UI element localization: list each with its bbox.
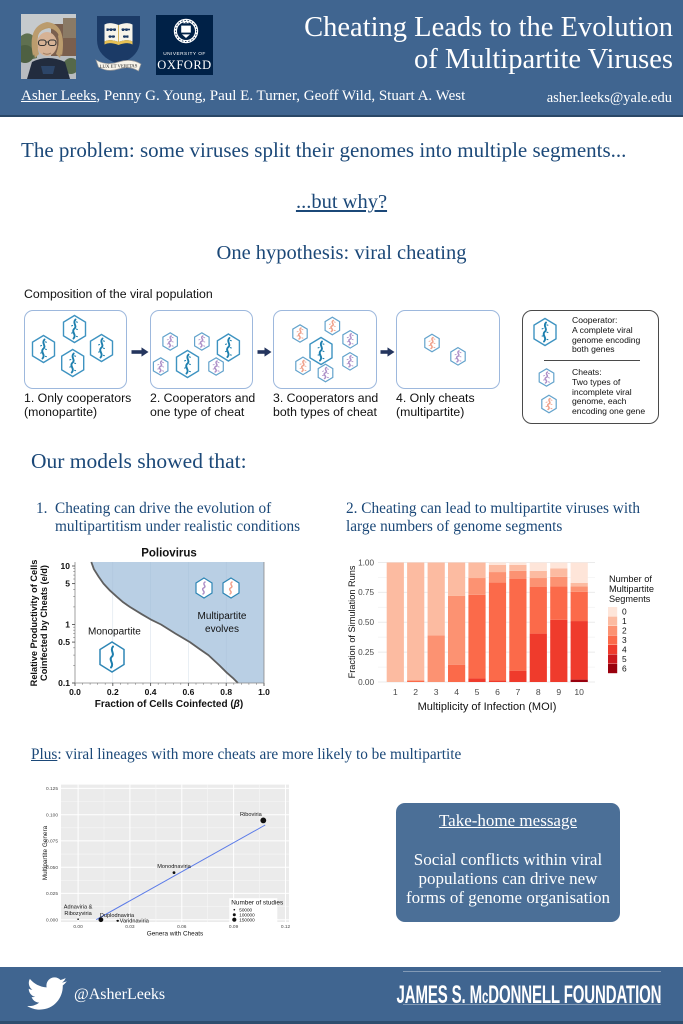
- svg-text:1.0: 1.0: [258, 687, 270, 697]
- svg-text:Number of studies: Number of studies: [231, 900, 283, 907]
- svg-text:5: 5: [475, 687, 480, 697]
- svg-text:LUX ET VERITAS: LUX ET VERITAS: [100, 64, 138, 70]
- svg-text:1: 1: [65, 620, 70, 630]
- svg-text:Monopartite: Monopartite: [88, 627, 141, 638]
- svg-text:0.125: 0.125: [46, 786, 58, 792]
- svg-text:0.75: 0.75: [358, 588, 374, 597]
- svg-text:0.4: 0.4: [145, 687, 157, 697]
- svg-text:0.03: 0.03: [125, 924, 135, 930]
- svg-text:0.50: 0.50: [358, 618, 374, 627]
- svg-text:50000: 50000: [239, 908, 252, 913]
- svg-text:evolves: evolves: [205, 624, 239, 635]
- svg-text:0.1: 0.1: [58, 678, 70, 688]
- svg-text:3: 3: [434, 687, 439, 697]
- svg-text:0.100: 0.100: [46, 813, 58, 819]
- svg-text:0.0: 0.0: [69, 687, 81, 697]
- svg-text:6: 6: [495, 687, 500, 697]
- svg-text:Segments: Segments: [609, 594, 651, 604]
- svg-text:6: 6: [622, 664, 627, 674]
- svg-text:Fraction of Simulation Runs: Fraction of Simulation Runs: [347, 565, 357, 678]
- svg-text:150000: 150000: [239, 918, 255, 923]
- svg-text:1.00: 1.00: [358, 558, 374, 567]
- svg-text:0.2: 0.2: [107, 687, 119, 697]
- svg-text:0.06: 0.06: [177, 924, 187, 930]
- svg-text:0.000: 0.000: [46, 918, 58, 924]
- svg-text:Monodnaviria: Monodnaviria: [157, 864, 191, 870]
- svg-text:Duplodnaviria: Duplodnaviria: [100, 913, 135, 919]
- svg-text:Genera with Cheats: Genera with Cheats: [147, 931, 203, 938]
- svg-text:Ribozyviria: Ribozyviria: [64, 911, 92, 917]
- svg-text:5: 5: [65, 579, 70, 589]
- svg-text:Coinfected by Cheats (e/d): Coinfected by Cheats (e/d): [39, 565, 49, 681]
- svg-text:Multiplicity of Infection (MOI: Multiplicity of Infection (MOI): [418, 701, 557, 713]
- svg-text:Multipartite: Multipartite: [198, 611, 247, 622]
- svg-text:0.25: 0.25: [358, 648, 374, 657]
- svg-text:3: 3: [622, 635, 627, 645]
- svg-text:10: 10: [61, 561, 71, 571]
- svg-text:2: 2: [413, 687, 418, 697]
- svg-text:2: 2: [622, 626, 627, 636]
- svg-text:0.075: 0.075: [46, 839, 58, 845]
- svg-text:7: 7: [516, 687, 521, 697]
- svg-text:4: 4: [454, 687, 459, 697]
- svg-text:0.6: 0.6: [182, 687, 194, 697]
- svg-text:Poliovirus: Poliovirus: [141, 548, 197, 560]
- svg-text:0.12: 0.12: [281, 924, 291, 930]
- svg-text:100000: 100000: [239, 913, 255, 918]
- svg-text:1: 1: [393, 687, 398, 697]
- svg-text:0.025: 0.025: [46, 891, 58, 897]
- svg-text:0: 0: [622, 607, 627, 617]
- svg-text:• Varidnaviria: • Varidnaviria: [116, 919, 150, 925]
- svg-text:Riboviria: Riboviria: [240, 812, 263, 818]
- svg-text:Fraction of Cells Coinfected (: Fraction of Cells Coinfected (β): [95, 699, 243, 710]
- svg-text:10: 10: [574, 687, 584, 697]
- svg-text:0.8: 0.8: [220, 687, 232, 697]
- svg-text:0.050: 0.050: [46, 865, 58, 871]
- svg-text:Adnaviria &: Adnaviria &: [64, 905, 93, 911]
- svg-text:0.5: 0.5: [58, 637, 70, 647]
- svg-text:8: 8: [536, 687, 541, 697]
- svg-text:1: 1: [622, 616, 627, 626]
- svg-text:0.09: 0.09: [229, 924, 239, 930]
- svg-text:Number of: Number of: [609, 574, 652, 584]
- svg-text:0.00: 0.00: [73, 924, 83, 930]
- svg-text:5: 5: [622, 654, 627, 664]
- svg-text:Relative Productivity of Cells: Relative Productivity of Cells: [29, 560, 39, 687]
- svg-text:4: 4: [622, 645, 627, 655]
- svg-text:0.00: 0.00: [358, 678, 374, 687]
- svg-text:Multipartite Genera: Multipartite Genera: [42, 825, 49, 880]
- svg-text:Multipartite: Multipartite: [609, 584, 654, 594]
- svg-text:9: 9: [556, 687, 561, 697]
